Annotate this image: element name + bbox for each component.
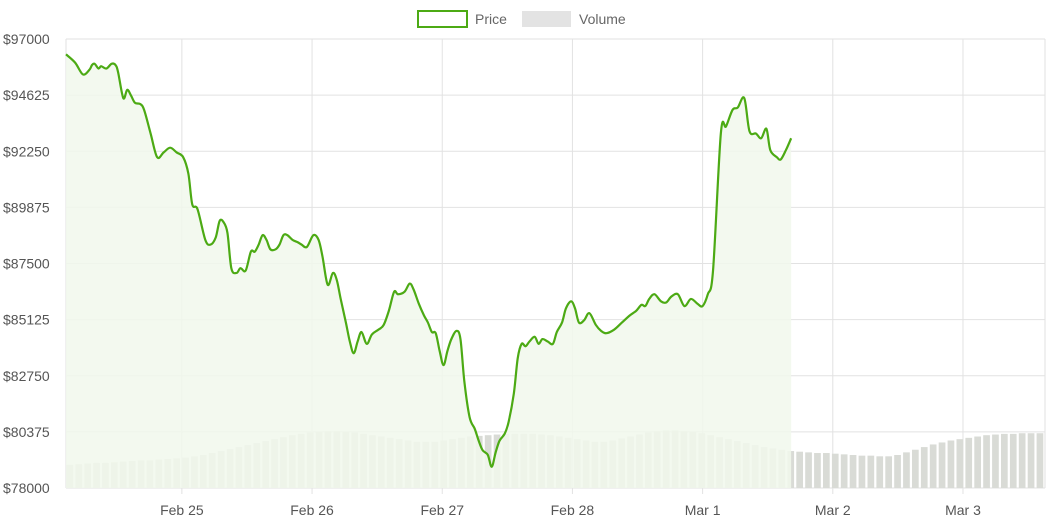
x-axis: Feb 25 Feb 26 Feb 27 Feb 28 Mar 1 Mar 2 Mar 3 <box>160 502 981 518</box>
volume-bar <box>1027 433 1035 488</box>
legend-label-volume: Volume <box>579 11 626 27</box>
volume-bar <box>876 456 884 488</box>
y-tick-label: $97000 <box>3 31 50 47</box>
volume-bar <box>805 452 812 488</box>
volume-bar <box>1009 433 1017 488</box>
volume-bar <box>929 444 937 488</box>
volume-bar <box>1001 433 1008 488</box>
x-tick-label: Feb 27 <box>420 502 464 518</box>
volume-bar <box>974 436 981 488</box>
volume-bar <box>885 456 892 488</box>
y-tick-label: $80375 <box>3 424 50 440</box>
x-tick-label: Feb 25 <box>160 502 204 518</box>
volume-bar <box>823 453 830 488</box>
x-tick-label: Mar 2 <box>815 502 851 518</box>
y-axis: $97000 $94625 $92250 $89875 $87500 $85125 $827… <box>3 31 50 496</box>
y-tick-label: $85125 <box>3 312 50 328</box>
volume-bar <box>867 455 875 488</box>
volume-bar <box>920 447 928 488</box>
legend-label-price: Price <box>475 11 507 27</box>
x-tick-label: Feb 28 <box>551 502 595 518</box>
y-tick-label: $87500 <box>3 256 50 272</box>
y-tick-label: $92250 <box>3 143 50 159</box>
volume-bar <box>831 453 839 488</box>
volume-bar <box>947 440 955 488</box>
volume-bar <box>938 442 946 488</box>
volume-bar <box>956 439 964 488</box>
volume-bar <box>983 435 990 488</box>
x-tick-label: Feb 26 <box>290 502 334 518</box>
volume-bar <box>992 434 999 488</box>
volume-bar <box>903 452 910 488</box>
volume-bar <box>858 455 866 488</box>
y-tick-label: $78000 <box>3 480 50 496</box>
volume-bar <box>1036 433 1044 488</box>
x-tick-label: Mar 1 <box>685 502 721 518</box>
volume-bar <box>840 454 848 488</box>
x-tick-label: Mar 3 <box>945 502 981 518</box>
volume-bar <box>894 455 901 488</box>
y-tick-label: $94625 <box>3 87 50 103</box>
y-tick-label: $89875 <box>3 199 50 215</box>
legend-swatch-price <box>417 10 468 28</box>
volume-bar <box>849 455 857 488</box>
volume-bar <box>965 437 973 488</box>
price-series <box>65 53 793 489</box>
volume-bar <box>796 451 803 488</box>
price-area <box>66 54 792 489</box>
volume-bar <box>1018 433 1026 488</box>
volume-bar <box>912 449 919 488</box>
y-tick-label: $82750 <box>3 368 50 384</box>
legend-swatch-volume <box>522 11 571 27</box>
chart-legend: Price Volume <box>417 10 626 28</box>
price-line <box>65 53 793 468</box>
volume-bar <box>814 453 821 488</box>
